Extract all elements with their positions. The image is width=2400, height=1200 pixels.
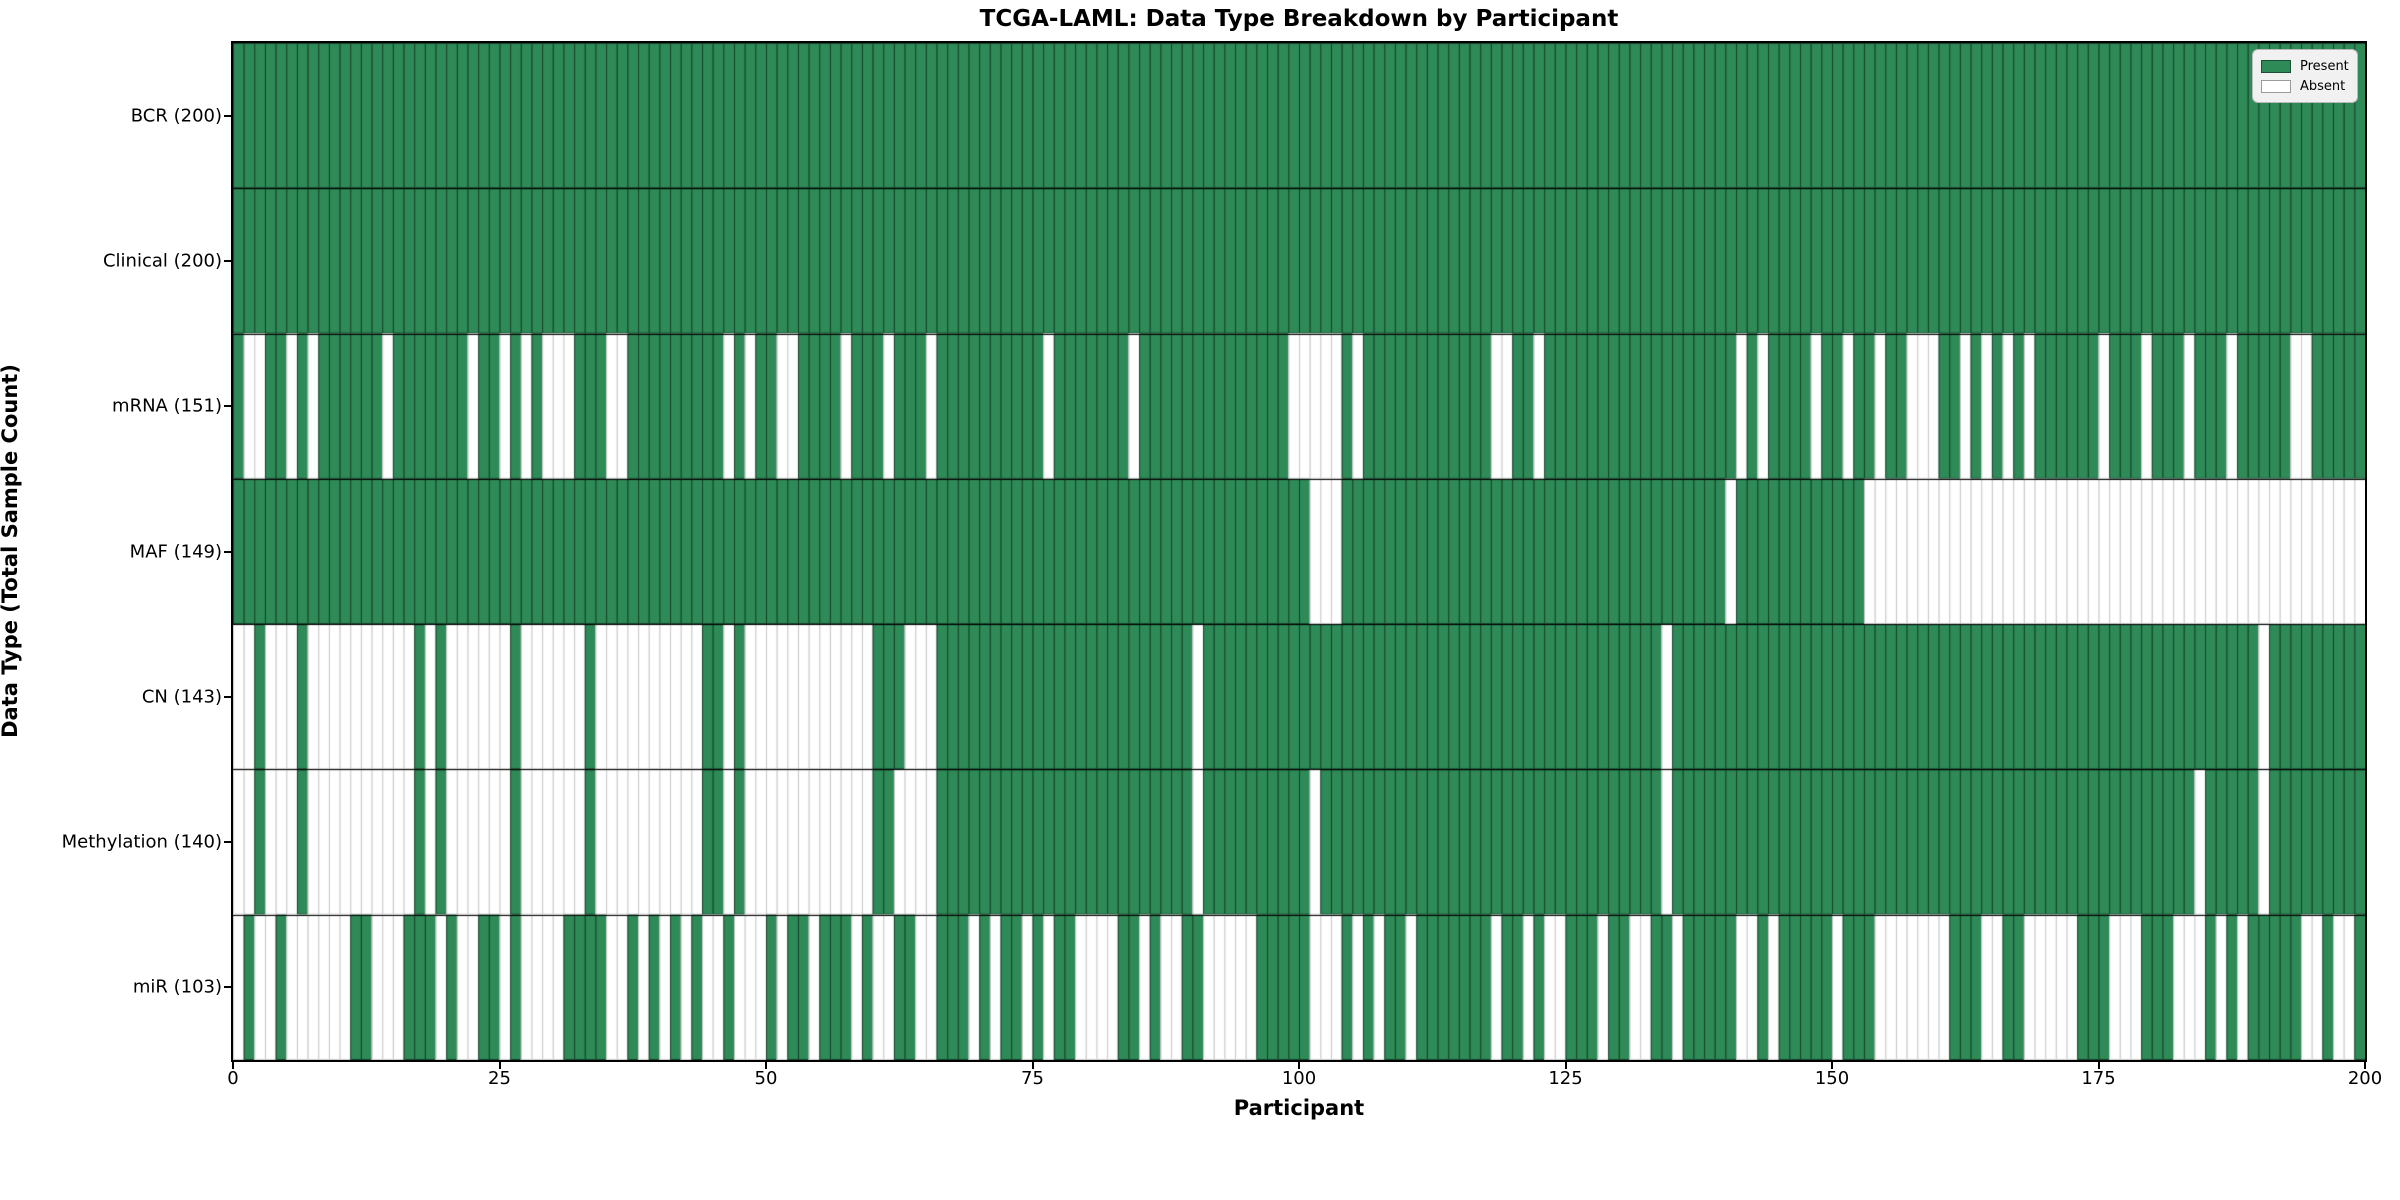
legend-entry-present: Present bbox=[2261, 56, 2349, 76]
y-tick-mark bbox=[224, 841, 233, 844]
x-tick-label-25: 25 bbox=[488, 1068, 511, 1089]
legend-entry-absent: Absent bbox=[2261, 76, 2349, 96]
x-tick-label-100: 100 bbox=[1281, 1068, 1317, 1089]
x-tick-label-0: 0 bbox=[227, 1068, 239, 1089]
heatmap-canvas bbox=[233, 43, 2365, 1060]
legend-present-swatch bbox=[2261, 59, 2291, 73]
legend-absent-label: Absent bbox=[2300, 78, 2346, 94]
legend-present-label: Present bbox=[2300, 58, 2349, 74]
x-tick-label-50: 50 bbox=[754, 1068, 778, 1089]
y-tick-label-Clinical: Clinical (200) bbox=[102, 250, 222, 272]
y-tick-mark bbox=[224, 405, 233, 408]
y-tick-mark bbox=[224, 695, 233, 698]
x-tick-mark bbox=[765, 1060, 767, 1069]
x-tick-mark bbox=[232, 1060, 234, 1069]
y-tick-label-MAF: MAF (149) bbox=[129, 541, 222, 562]
y-tick-label-BCR: BCR (200) bbox=[130, 105, 222, 127]
x-tick-mark bbox=[1831, 1060, 1833, 1069]
y-axis-title: Data Type (Total Sample Count) bbox=[0, 364, 22, 738]
y-tick-mark bbox=[224, 259, 233, 262]
x-tick-label-75: 75 bbox=[1021, 1068, 1044, 1089]
y-tick-label-mRNA: mRNA (151) bbox=[112, 395, 222, 417]
x-tick-label-150: 150 bbox=[1814, 1068, 1850, 1089]
x-tick-label-200: 200 bbox=[2347, 1068, 2383, 1089]
y-tick-label-CN: CN (143) bbox=[141, 686, 222, 708]
y-tick-label-Methylation: Methylation (140) bbox=[61, 831, 222, 853]
legend-absent-swatch bbox=[2261, 79, 2291, 93]
x-tick-mark bbox=[2097, 1060, 2100, 1069]
x-tick-mark bbox=[1298, 1060, 1300, 1069]
y-tick-mark bbox=[224, 550, 233, 553]
y-tick-mark bbox=[224, 986, 233, 989]
x-tick-mark bbox=[2364, 1060, 2366, 1069]
plot-area bbox=[231, 41, 2367, 1062]
legend: Present Absent bbox=[2252, 49, 2358, 103]
x-tick-mark bbox=[1031, 1060, 1034, 1069]
y-tick-mark bbox=[224, 114, 233, 117]
chart-title: TCGA-LAML: Data Type Breakdown by Partic… bbox=[979, 6, 1619, 32]
y-tick-label-miR: miR (103) bbox=[132, 976, 222, 998]
x-axis-title: Participant bbox=[1233, 1096, 1365, 1120]
x-tick-label-125: 125 bbox=[1548, 1068, 1583, 1089]
x-tick-mark bbox=[1564, 1060, 1567, 1069]
x-tick-mark bbox=[498, 1060, 501, 1069]
x-tick-label-175: 175 bbox=[2081, 1068, 2116, 1089]
